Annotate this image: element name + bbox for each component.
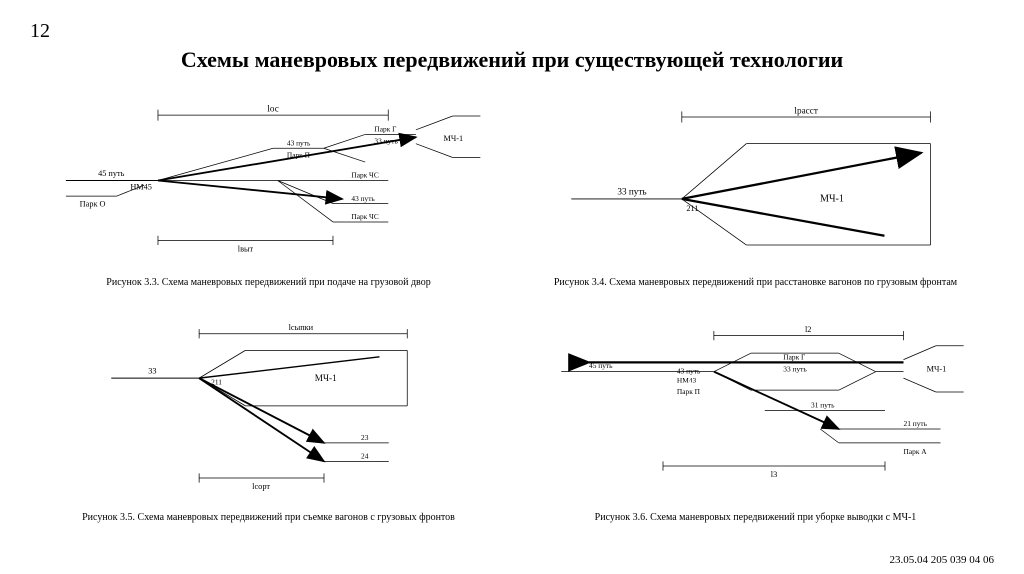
svg-text:33 путь: 33 путь <box>783 365 807 374</box>
svg-text:Парк П: Парк П <box>677 387 701 396</box>
svg-text:43 путь: 43 путь <box>677 367 701 376</box>
svg-text:Парк ЧС: Парк ЧС <box>351 171 378 180</box>
svg-text:lсыпки: lсыпки <box>289 323 314 332</box>
diagram-36-caption: Рисунок 3.6. Схема маневровых передвижен… <box>517 512 994 523</box>
diagram-34-svg: lрасст 33 путь 211 МЧ-1 <box>517 93 994 268</box>
svg-text:НМ45: НМ45 <box>130 183 152 192</box>
footer-code: 23.05.04 205 039 04 06 <box>890 554 995 566</box>
diagram-33-panel: lос 45 путь НМ45 Парк О 43 путь Парк П П… <box>30 93 507 308</box>
svg-text:l3: l3 <box>771 470 777 479</box>
svg-text:Парк Г: Парк Г <box>783 353 806 362</box>
svg-text:lрасст: lрасст <box>794 105 817 115</box>
diagram-grid: lос 45 путь НМ45 Парк О 43 путь Парк П П… <box>30 93 994 533</box>
svg-text:МЧ-1: МЧ-1 <box>927 365 947 374</box>
diagram-34-caption: Рисунок 3.4. Схема маневровых передвижен… <box>517 277 994 288</box>
svg-text:Парк А: Парк А <box>904 447 928 456</box>
svg-text:23: 23 <box>361 433 369 442</box>
diagram-35-panel: lсыпки 33 211 МЧ-1 23 24 lс <box>30 318 507 533</box>
svg-text:211: 211 <box>686 204 698 213</box>
svg-text:МЧ-1: МЧ-1 <box>444 134 464 143</box>
diagram-35-caption: Рисунок 3.5. Схема маневровых передвижен… <box>30 512 507 523</box>
svg-text:l2: l2 <box>805 325 811 334</box>
diagram-34-panel: lрасст 33 путь 211 МЧ-1 Рисунок 3.4. Схе… <box>517 93 994 308</box>
svg-text:Парк ЧС: Парк ЧС <box>351 212 378 221</box>
svg-text:43 путь: 43 путь <box>351 194 375 203</box>
svg-text:lвыт: lвыт <box>238 244 254 253</box>
svg-text:31 путь: 31 путь <box>811 401 835 410</box>
svg-text:lос: lос <box>267 103 278 113</box>
svg-text:Парк Г: Парк Г <box>374 125 397 134</box>
diagram-36-panel: l2 45 путь 43 путь НМ43 Парк П Парк Г 33… <box>517 318 994 533</box>
svg-text:33: 33 <box>148 367 156 376</box>
svg-text:Парк О: Парк О <box>80 199 106 208</box>
diagram-35-svg: lсыпки 33 211 МЧ-1 23 24 lс <box>30 318 507 503</box>
svg-text:21 путь: 21 путь <box>904 419 928 428</box>
svg-text:45 путь: 45 путь <box>98 169 125 178</box>
svg-text:43 путь: 43 путь <box>287 139 311 148</box>
svg-text:МЧ-1: МЧ-1 <box>820 194 844 205</box>
svg-text:33 путь: 33 путь <box>617 186 646 196</box>
diagram-33-svg: lос 45 путь НМ45 Парк О 43 путь Парк П П… <box>30 93 507 268</box>
page-title: Схемы маневровых передвижений при сущест… <box>30 47 994 73</box>
diagram-33-caption: Рисунок 3.3. Схема маневровых передвижен… <box>30 277 507 288</box>
svg-text:24: 24 <box>361 452 369 461</box>
svg-text:lсорт: lсорт <box>252 482 270 491</box>
page-number: 12 <box>30 20 994 43</box>
svg-text:МЧ-1: МЧ-1 <box>315 374 337 384</box>
diagram-36-svg: l2 45 путь 43 путь НМ43 Парк П Парк Г 33… <box>517 318 994 503</box>
svg-text:НМ43: НМ43 <box>677 376 697 385</box>
